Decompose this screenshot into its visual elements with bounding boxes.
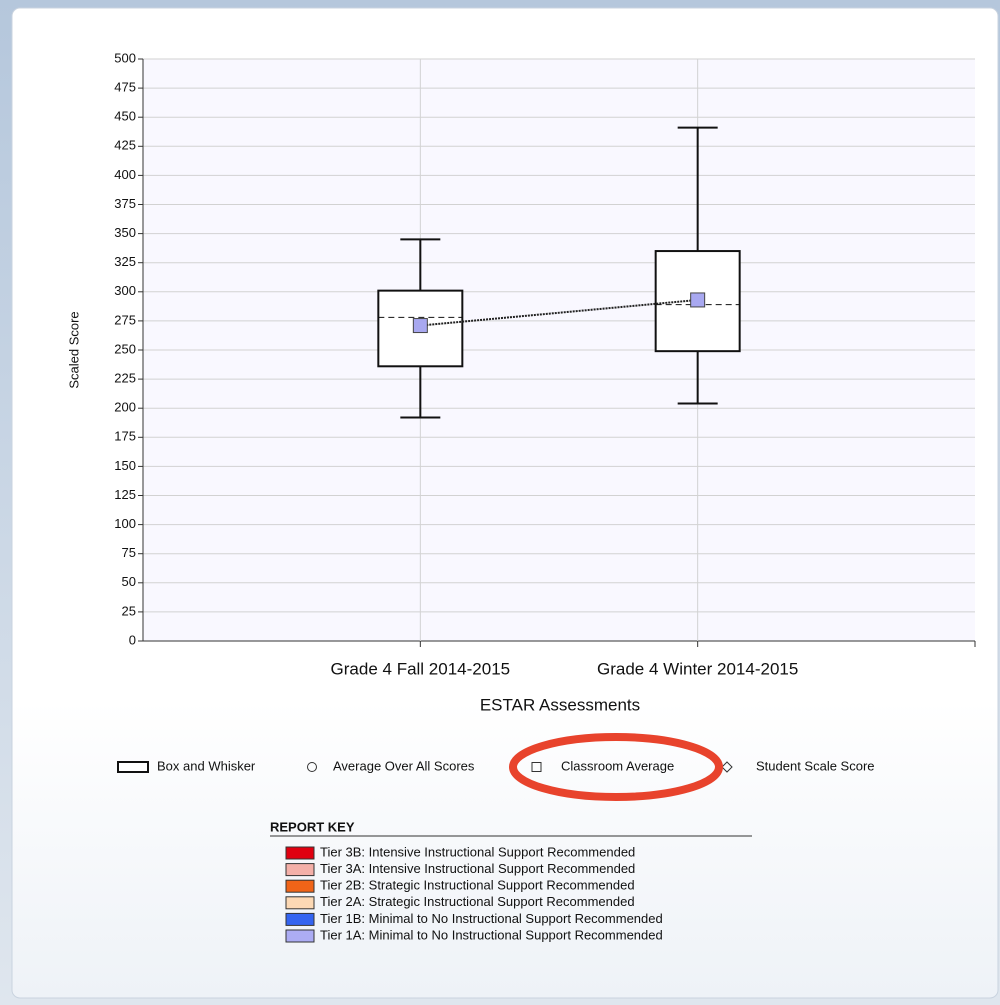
- key-swatch: [285, 879, 315, 893]
- average-line: [420, 298, 698, 327]
- key-swatch: [285, 863, 315, 877]
- y-tick-label: 425: [114, 138, 136, 153]
- key-swatch: [285, 929, 315, 943]
- y-tick-label: 150: [114, 458, 136, 473]
- key-label: Tier 1A: Minimal to No Instructional Sup…: [320, 927, 663, 942]
- legend-symbol: [721, 761, 733, 773]
- key-swatch: [285, 896, 315, 910]
- key-label: Tier 1B: Minimal to No Instructional Sup…: [320, 911, 663, 926]
- key-label: Tier 2B: Strategic Instructional Support…: [320, 878, 635, 893]
- average-marker: [412, 318, 428, 334]
- y-tick-label: 50: [122, 574, 136, 589]
- x-axis-title: ESTAR Assessments: [480, 695, 640, 714]
- y-tick-label: 350: [114, 225, 136, 240]
- average-marker: [690, 292, 706, 308]
- legend-symbol: [117, 761, 149, 773]
- y-tick-label: 450: [114, 109, 136, 124]
- y-tick-label: 400: [114, 167, 136, 182]
- y-tick-label: 475: [114, 80, 136, 95]
- y-tick-label: 225: [114, 371, 136, 386]
- y-tick-label: 175: [114, 429, 136, 444]
- y-tick-label: 500: [114, 50, 136, 65]
- y-tick-label: 375: [114, 196, 136, 211]
- y-tick-label: 125: [114, 487, 136, 502]
- y-axis-title: Scaled Score: [66, 311, 81, 388]
- y-tick-label: 275: [114, 312, 136, 327]
- x-tick-label: Grade 4 Winter 2014-2015: [597, 659, 798, 678]
- legend-label: Average Over All Scores: [333, 758, 475, 773]
- y-tick-label: 100: [114, 516, 136, 531]
- legend-label: Student Scale Score: [756, 758, 875, 773]
- y-tick-label: 300: [114, 283, 136, 298]
- y-tick-label: 325: [114, 254, 136, 269]
- highlight-circle: [509, 733, 723, 801]
- key-swatch: [285, 846, 315, 860]
- y-tick-label: 200: [114, 400, 136, 415]
- y-tick-label: 0: [129, 632, 136, 647]
- key-label: Tier 3A: Intensive Instructional Support…: [320, 861, 635, 876]
- y-tick-label: 25: [122, 603, 136, 618]
- key-label: Tier 2A: Strategic Instructional Support…: [320, 894, 635, 909]
- legend-symbol: [531, 762, 542, 772]
- legend-symbol: [307, 762, 317, 772]
- legend-label: Classroom Average: [561, 758, 674, 773]
- y-tick-label: 250: [114, 341, 136, 356]
- report-key-title: REPORT KEY: [270, 819, 355, 834]
- key-swatch: [285, 912, 315, 926]
- y-tick-label: 75: [122, 545, 136, 560]
- x-tick-label: Grade 4 Fall 2014-2015: [331, 659, 511, 678]
- key-label: Tier 3B: Intensive Instructional Support…: [320, 844, 635, 859]
- legend-label: Box and Whisker: [157, 758, 256, 773]
